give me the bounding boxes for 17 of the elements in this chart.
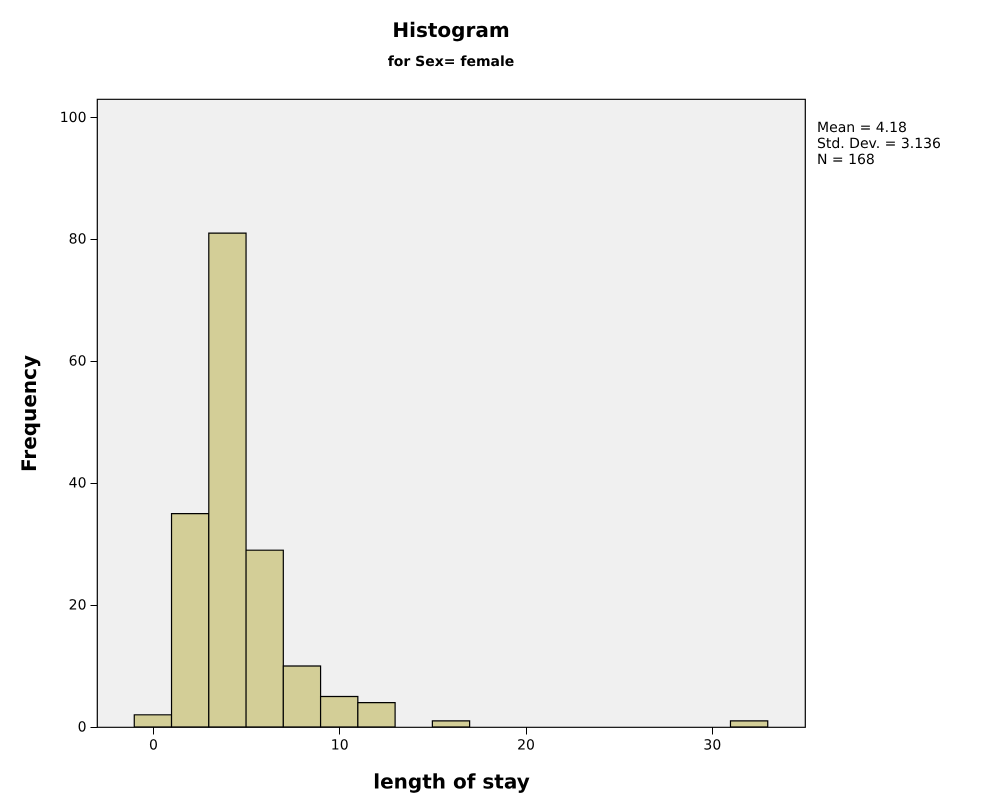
y-tick-label: 40 <box>68 476 86 492</box>
chart-subtitle: for Sex= female <box>388 54 514 70</box>
y-tick-label: 60 <box>68 354 86 370</box>
text: N = 168 <box>817 152 876 168</box>
x-tick-label: 10 <box>330 738 349 754</box>
y-tick-label: 100 <box>60 110 86 126</box>
chart-title: Histogram <box>392 18 510 42</box>
y-tick-label: 0 <box>78 720 86 736</box>
x-axis-title: length of stay <box>373 770 530 794</box>
text: Mean = 4.18 <box>817 120 908 136</box>
text: Std. Dev. = 3.136 <box>817 136 941 152</box>
x-tick-label: 20 <box>517 738 535 754</box>
x-tick-label: 30 <box>703 738 722 754</box>
x-tick-label: 0 <box>148 738 158 754</box>
y-axis-title: Frequency <box>16 354 41 472</box>
y-tick-label: 80 <box>68 232 86 248</box>
y-tick-label: 20 <box>68 598 86 614</box>
